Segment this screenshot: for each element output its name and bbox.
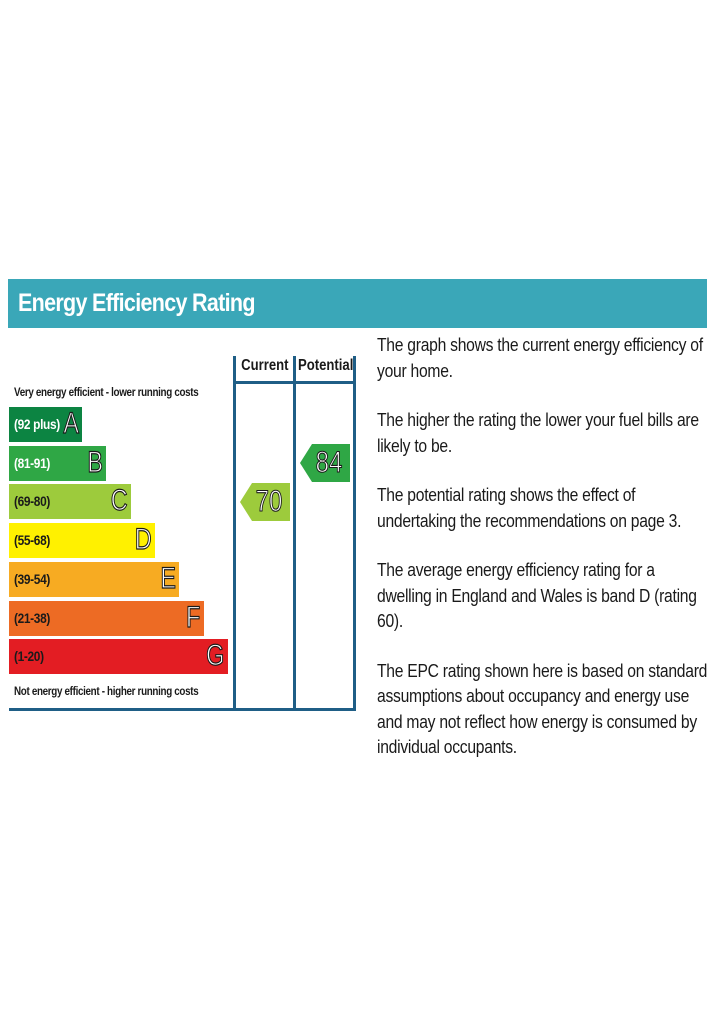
current-rating-arrow <box>240 482 290 521</box>
band-letter: C <box>110 484 128 518</box>
potential-rating-value: 84 <box>315 446 343 480</box>
band-c: (69-80) C <box>9 484 131 520</box>
band-range-label: (69-80) <box>14 493 50 510</box>
frame-line-right <box>353 356 356 711</box>
current-rating-value: 70 <box>255 484 283 518</box>
frame-line-left <box>233 356 236 711</box>
bottom-caption: Not energy efficient - higher running co… <box>14 684 199 698</box>
band-letter: B <box>87 445 104 479</box>
description-paragraph: The average energy efficiency rating for… <box>377 560 697 631</box>
band-range-label: (92 plus) <box>14 416 60 432</box>
description-paragraph: The potential rating shows the effect of… <box>377 485 682 531</box>
band-f: (21-38) F <box>9 600 204 636</box>
potential-rating-marker: 84 <box>300 444 350 483</box>
band-letter: F <box>186 600 201 634</box>
current-rating-marker: 70 <box>240 482 290 521</box>
top-caption: Very energy efficient - lower running co… <box>14 385 199 399</box>
band-range-label: (1-20) <box>14 648 44 665</box>
band-b: (81-91) B <box>9 445 107 481</box>
band-range-label: (21-38) <box>14 609 50 626</box>
potential-rating-arrow <box>300 444 350 483</box>
band-g: (1-20) G <box>9 639 228 675</box>
frame-line-middle <box>293 356 296 711</box>
band-letter: A <box>63 407 80 440</box>
band-letter: E <box>160 561 177 595</box>
description-paragraph: The EPC rating shown here is based on st… <box>377 660 708 758</box>
band-a: (92 plus) A <box>9 407 82 442</box>
frame-line-bottom <box>9 708 356 711</box>
epc-chart: Current Potential Very energy efficient … <box>9 356 356 711</box>
frame-line-header-bottom <box>233 381 356 384</box>
header-bar: Energy Efficiency Rating <box>8 279 707 328</box>
description-paragraph: The higher the rating the lower your fue… <box>377 410 699 456</box>
band-letter: D <box>134 523 153 557</box>
band-letter: G <box>206 639 225 673</box>
band-range-label: (39-54) <box>14 570 50 587</box>
description-paragraph: The graph shows the current energy effic… <box>377 335 703 381</box>
column-header-potential: Potential <box>297 357 354 374</box>
band-d: (55-68) D <box>9 523 155 559</box>
column-header-current: Current <box>241 357 289 374</box>
band-range-label: (81-91) <box>14 454 50 471</box>
description: The graph shows the current energy effic… <box>377 333 712 785</box>
band-range-label: (55-68) <box>14 532 50 549</box>
page-title: Energy Efficiency Rating <box>18 289 255 317</box>
band-e: (39-54) E <box>9 561 180 597</box>
